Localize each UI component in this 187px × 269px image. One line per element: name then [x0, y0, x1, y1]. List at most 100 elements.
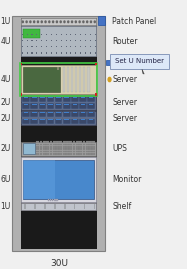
Bar [61, 34, 62, 35]
Circle shape [79, 21, 80, 23]
Bar [82, 151, 85, 153]
Bar [31, 40, 33, 41]
Bar [61, 52, 62, 54]
Bar [66, 46, 67, 47]
Bar [43, 146, 46, 148]
Bar [36, 148, 39, 150]
Bar [76, 151, 79, 153]
Bar [51, 34, 52, 35]
Text: 30U: 30U [50, 259, 68, 268]
Circle shape [68, 21, 69, 23]
Bar [79, 141, 82, 143]
Bar [46, 141, 49, 143]
Bar [64, 104, 69, 105]
Bar [66, 151, 69, 153]
Bar [21, 203, 96, 210]
Text: Shelf: Shelf [112, 202, 131, 211]
Bar [56, 97, 61, 98]
Circle shape [45, 21, 46, 23]
Bar [64, 119, 69, 120]
Bar [92, 146, 95, 148]
Bar [79, 148, 82, 150]
Bar [53, 146, 56, 148]
Bar [90, 34, 91, 35]
Bar [92, 148, 95, 150]
Bar [86, 153, 89, 155]
Bar [73, 104, 77, 105]
Bar [63, 96, 71, 102]
Bar [82, 144, 85, 145]
Bar [106, 60, 110, 65]
Bar [84, 204, 85, 209]
Bar [94, 204, 95, 209]
Bar [50, 144, 52, 145]
Bar [63, 112, 71, 117]
Bar [71, 67, 73, 92]
Bar [80, 40, 81, 41]
Bar [79, 146, 82, 148]
Text: Set U Number: Set U Number [115, 58, 164, 65]
Bar [22, 112, 30, 117]
Bar [21, 93, 22, 95]
Bar [31, 46, 33, 47]
Bar [73, 151, 75, 153]
Bar [39, 96, 46, 102]
Bar [55, 103, 62, 109]
Bar [66, 144, 69, 145]
Bar [56, 112, 61, 113]
Bar [90, 46, 91, 47]
Bar [86, 151, 89, 153]
Bar [76, 146, 79, 148]
Bar [52, 200, 53, 201]
Bar [73, 144, 75, 145]
Bar [92, 144, 95, 145]
Bar [22, 34, 23, 35]
Bar [89, 151, 92, 153]
Bar [63, 141, 66, 143]
Bar [46, 148, 49, 150]
Bar [75, 40, 76, 41]
Text: Server: Server [112, 98, 137, 107]
Bar [32, 104, 37, 105]
Bar [21, 157, 96, 202]
Bar [57, 67, 59, 70]
Circle shape [75, 21, 76, 23]
Bar [41, 46, 42, 47]
Bar [21, 95, 96, 110]
Bar [79, 103, 87, 109]
Bar [89, 97, 93, 98]
Bar [21, 19, 96, 25]
Bar [63, 151, 66, 153]
Bar [41, 34, 42, 35]
Bar [73, 141, 75, 143]
Bar [47, 112, 54, 117]
Bar [56, 141, 59, 143]
Bar [90, 40, 91, 41]
Text: Server: Server [112, 75, 137, 84]
Text: 2U: 2U [0, 144, 11, 153]
Bar [85, 34, 86, 35]
Circle shape [56, 21, 57, 23]
Bar [79, 119, 87, 124]
Bar [95, 93, 97, 95]
Bar [36, 146, 39, 148]
Bar [66, 146, 69, 148]
Bar [89, 141, 92, 143]
Bar [46, 146, 49, 148]
Bar [39, 112, 46, 117]
Bar [21, 141, 96, 156]
Bar [63, 153, 66, 155]
Bar [59, 144, 62, 145]
Bar [95, 34, 96, 35]
Bar [31, 34, 33, 35]
Bar [46, 46, 47, 47]
Bar [23, 67, 60, 93]
Bar [47, 96, 54, 102]
Bar [70, 52, 71, 54]
Bar [86, 146, 89, 148]
Bar [82, 141, 85, 143]
Bar [63, 103, 71, 109]
Bar [27, 34, 28, 35]
Bar [53, 151, 56, 153]
Bar [30, 119, 38, 124]
